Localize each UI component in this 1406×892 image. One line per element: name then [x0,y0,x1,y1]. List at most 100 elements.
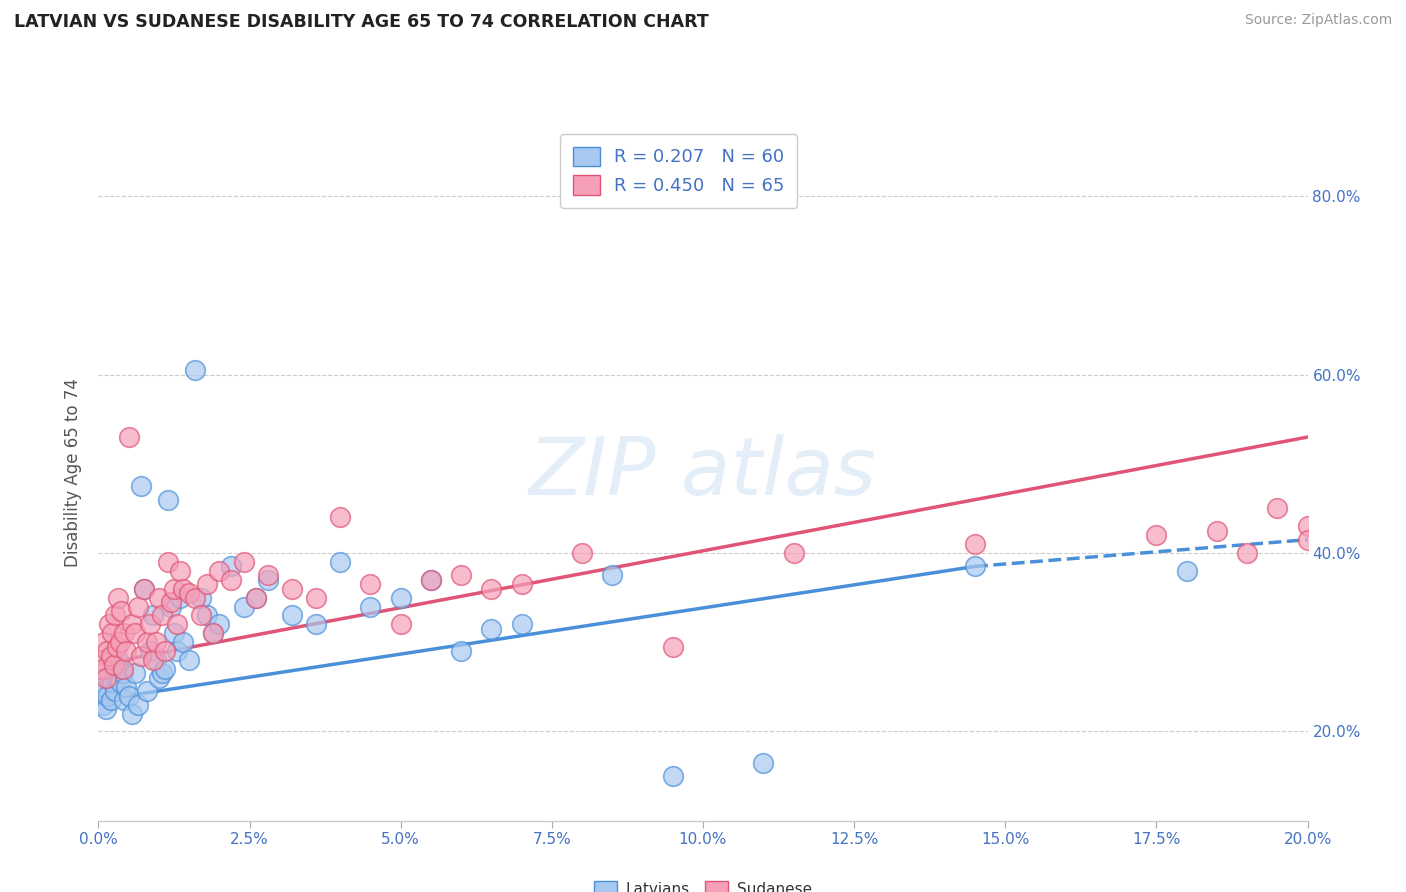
Point [90,653,112,667]
Point [96,689,118,703]
Point [163,626,186,640]
Point [139,644,162,658]
Point [166,644,188,658]
Point [135,684,157,698]
Point [150,608,173,623]
Point [163,582,186,596]
Point [965,537,987,551]
Text: ZIP atlas: ZIP atlas [529,434,877,512]
Point [1146,528,1168,542]
Point [127,698,149,712]
Point [184,363,207,377]
Point [132,582,155,596]
Point [965,559,987,574]
Point [1175,564,1198,578]
Point [1296,533,1319,547]
Point [1236,546,1258,560]
Point [121,706,143,721]
Point [111,666,134,681]
Point [90,684,112,698]
Point [1296,519,1319,533]
Point [105,671,128,685]
Point [124,626,146,640]
Point [135,635,157,649]
Point [245,591,267,605]
Point [156,492,179,507]
Point [172,635,194,649]
Point [450,644,472,658]
Text: LATVIAN VS SUDANESE DISABILITY AGE 65 TO 74 CORRELATION CHART: LATVIAN VS SUDANESE DISABILITY AGE 65 TO… [14,13,709,31]
Point [195,577,218,591]
Point [121,617,143,632]
Point [100,693,122,707]
Point [221,573,243,587]
Point [153,662,176,676]
Point [100,648,122,663]
Legend: Latvians, Sudanese: Latvians, Sudanese [588,874,818,892]
Point [281,582,304,596]
Point [160,595,183,609]
Point [108,675,131,690]
Point [169,564,191,578]
Point [107,591,129,605]
Point [103,662,125,676]
Point [153,644,176,658]
Point [127,599,149,614]
Point [662,640,685,654]
Point [256,568,278,582]
Point [420,573,443,587]
Point [105,640,128,654]
Point [98,617,121,632]
Point [202,626,225,640]
Point [169,591,191,605]
Point [602,568,624,582]
Point [420,573,443,587]
Point [202,626,225,640]
Point [179,586,201,600]
Point [1206,524,1229,538]
Point [160,599,183,614]
Point [98,671,121,685]
Point [142,653,165,667]
Point [360,577,382,591]
Point [118,430,141,444]
Point [111,662,134,676]
Text: Source: ZipAtlas.com: Source: ZipAtlas.com [1244,13,1392,28]
Point [752,756,775,770]
Point [481,622,503,636]
Point [93,635,115,649]
Point [329,555,352,569]
Point [208,617,231,632]
Point [108,635,131,649]
Y-axis label: Disability Age 65 to 74: Disability Age 65 to 74 [65,378,83,567]
Point [94,702,117,716]
Point [208,564,231,578]
Point [221,559,243,574]
Point [232,555,254,569]
Point [360,599,382,614]
Point [571,546,593,560]
Point [1267,501,1289,516]
Point [93,680,115,694]
Point [129,648,152,663]
Point [139,617,162,632]
Point [100,626,122,640]
Point [104,684,127,698]
Point [245,591,267,605]
Point [145,635,167,649]
Point [112,693,135,707]
Point [166,617,188,632]
Point [156,555,179,569]
Point [281,608,304,623]
Point [110,662,132,676]
Point [389,617,412,632]
Point [510,617,533,632]
Point [148,591,170,605]
Point [103,657,125,672]
Point [190,608,212,623]
Point [232,599,254,614]
Point [124,666,146,681]
Point [114,680,136,694]
Point [450,568,472,582]
Point [110,604,132,618]
